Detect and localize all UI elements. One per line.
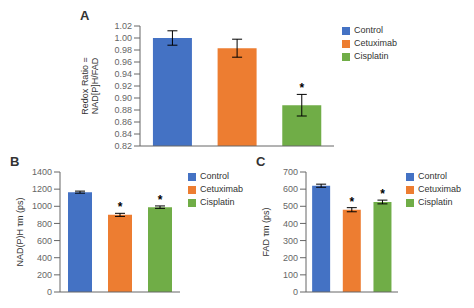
svg-text:0.88: 0.88	[114, 105, 132, 115]
svg-text:*: *	[380, 187, 385, 201]
svg-text:*: *	[158, 193, 163, 207]
html-text:Cetuximab: Cetuximab	[418, 184, 461, 194]
svg-text:700: 700	[283, 167, 298, 177]
svg-text:100: 100	[283, 270, 298, 280]
svg-text:*: *	[118, 200, 123, 214]
html-text:Cisplatin: Cisplatin	[200, 197, 235, 207]
svg-text:1.02: 1.02	[114, 21, 132, 31]
html-text:Cisplatin: Cisplatin	[354, 51, 389, 61]
svg-text:0.82: 0.82	[114, 141, 132, 151]
html-text:C: C	[256, 154, 266, 169]
svg-text:300: 300	[283, 236, 298, 246]
svg-text:1.00: 1.00	[114, 33, 132, 43]
svg-text:200: 200	[283, 253, 298, 263]
svg-text:0.90: 0.90	[114, 93, 132, 103]
svg-text:400: 400	[37, 253, 52, 263]
svg-text:FAD τm (ps): FAD τm (ps)	[261, 207, 271, 256]
svg-text:400: 400	[283, 219, 298, 229]
svg-text:*: *	[299, 81, 304, 95]
svg-text:Redox Ratio =NAD[P]H/FAD: Redox Ratio =NAD[P]H/FAD	[80, 57, 100, 114]
svg-text:1000: 1000	[32, 201, 52, 211]
svg-text:1400: 1400	[32, 167, 52, 177]
svg-text:500: 500	[283, 201, 298, 211]
html-text:A: A	[80, 8, 90, 23]
svg-text:0.86: 0.86	[114, 117, 132, 127]
svg-text:NAD(P)H τm (ps): NAD(P)H τm (ps)	[15, 197, 25, 266]
html-text:B: B	[10, 154, 20, 169]
svg-text:0.96: 0.96	[114, 57, 132, 67]
html-text:Cetuximab: Cetuximab	[200, 184, 243, 194]
svg-text:600: 600	[37, 236, 52, 246]
html-text:Control: Control	[418, 171, 447, 181]
svg-text:0.92: 0.92	[114, 81, 132, 91]
html-text:Cisplatin: Cisplatin	[418, 197, 453, 207]
html-text:Cetuximab: Cetuximab	[354, 38, 397, 48]
svg-text:0.84: 0.84	[114, 129, 132, 139]
html-text:Control: Control	[200, 171, 229, 181]
html-text:Control: Control	[354, 25, 383, 35]
svg-text:0: 0	[47, 287, 52, 297]
svg-text:0.94: 0.94	[114, 69, 132, 79]
svg-text:800: 800	[37, 219, 52, 229]
svg-text:0.98: 0.98	[114, 45, 132, 55]
svg-text:1200: 1200	[32, 184, 52, 194]
svg-text:200: 200	[37, 270, 52, 280]
svg-text:600: 600	[283, 184, 298, 194]
svg-text:*: *	[349, 195, 354, 209]
svg-text:0: 0	[293, 287, 298, 297]
